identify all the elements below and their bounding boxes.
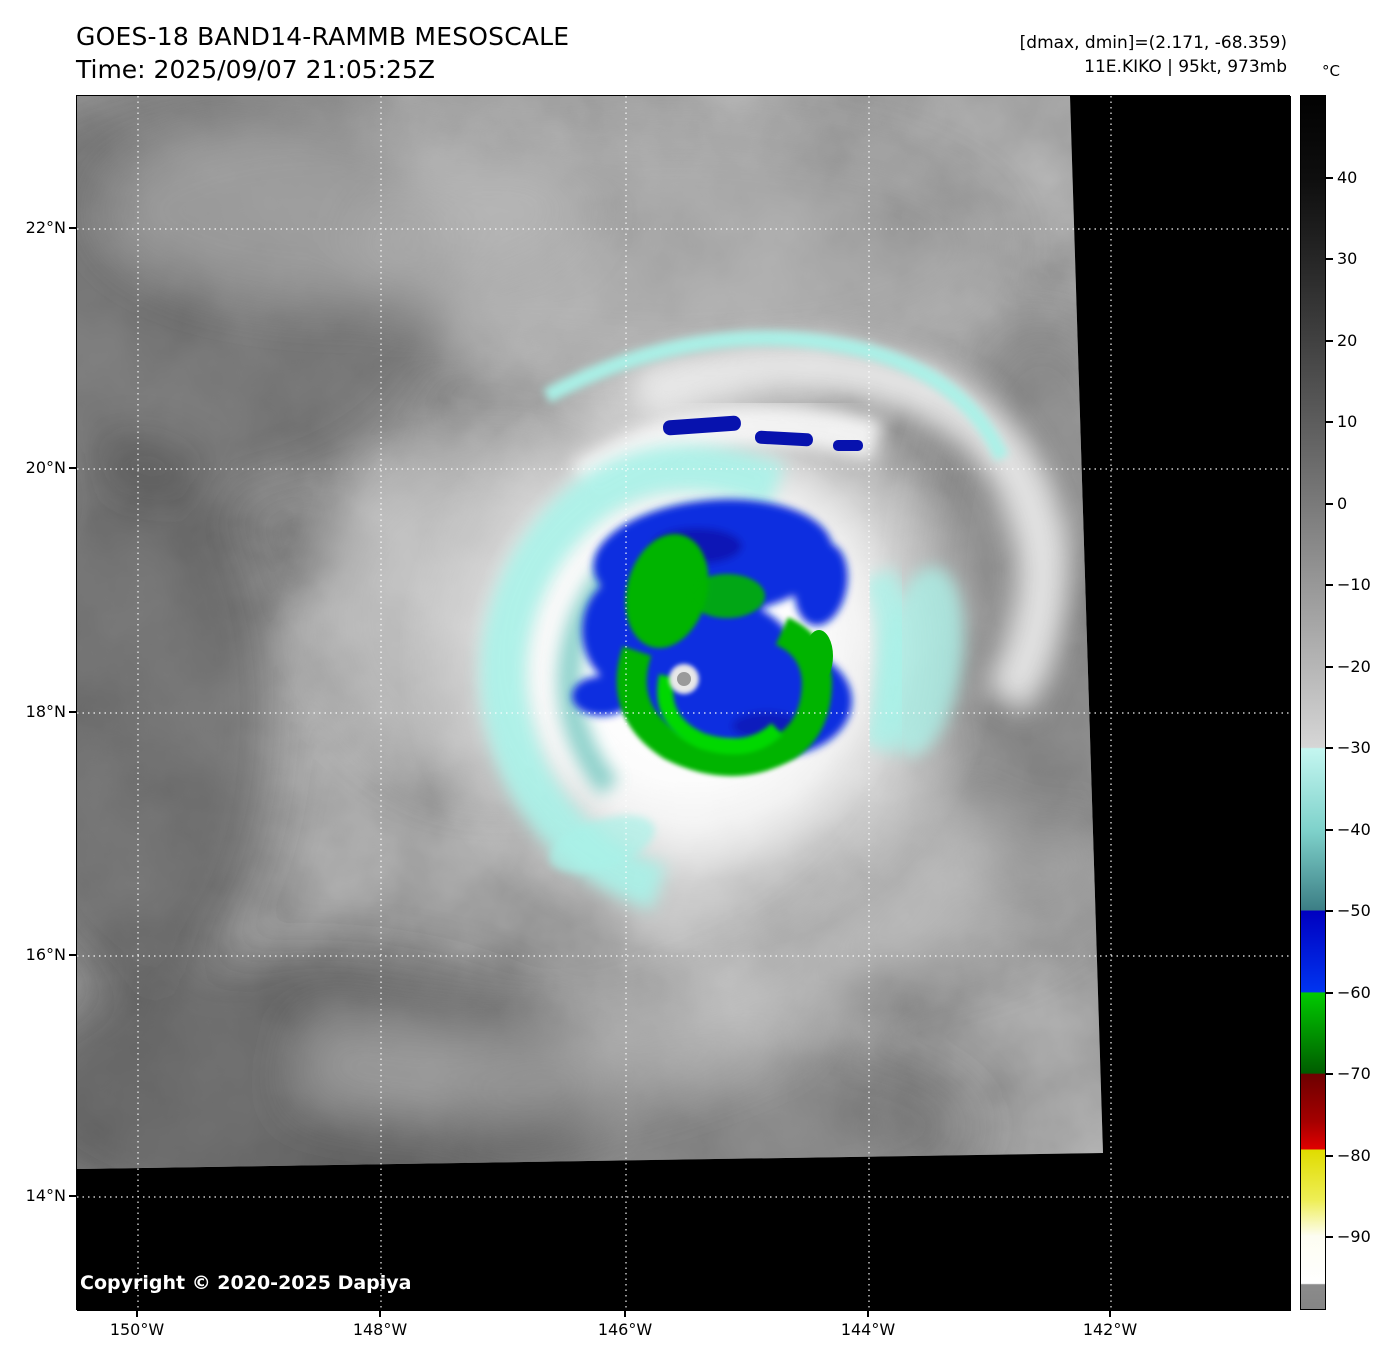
timestamp-label: Time: 2025/09/07 21:05:25Z [76,55,435,84]
colorbar-tick [1326,829,1333,831]
colorbar-tick-label: −80 [1337,1146,1371,1165]
colorbar-tick [1326,584,1333,586]
lon-label-146w: 146°W [597,1320,653,1339]
colorbar-tick-label: −70 [1337,1064,1371,1083]
copyright-label: Copyright © 2020-2025 Dapiya [80,1272,412,1294]
colorbar-tick [1326,340,1333,342]
colorbar-tick-label: −50 [1337,901,1371,920]
colorbar-tick-label: 20 [1337,331,1358,350]
lon-label-150w: 150°W [109,1320,165,1339]
colorbar-tick [1326,421,1333,423]
lat-label-14n: 14°N [25,1186,66,1205]
satellite-data-layer [77,96,1103,1169]
colorbar-tick-label: 0 [1337,494,1348,513]
colorbar-tick [1326,503,1333,505]
colorbar-tick-label: −30 [1337,738,1371,757]
lat-label-20n: 20°N [25,458,66,477]
colorbar-tick-label: −40 [1337,820,1371,839]
lat-tick [69,1195,76,1197]
lat-label-16n: 16°N [25,945,66,964]
storm-eye [669,664,699,694]
temperature-colorbar [1300,95,1326,1310]
colorbar-tick-label: −20 [1337,657,1371,676]
lon-label-142w: 142°W [1082,1320,1138,1339]
colorbar-tick-label: 30 [1337,249,1358,268]
colorbar-tick [1326,666,1333,668]
colorbar-tick [1326,258,1333,260]
colorbar-tick [1326,992,1333,994]
lon-tick [867,1310,869,1317]
storm-info-label: 11E.KIKO | 95kt, 973mb [1084,57,1287,77]
colorbar-tick-label: −90 [1337,1227,1371,1246]
colorbar-tick [1326,747,1333,749]
satellite-image [77,96,1291,1311]
lat-tick [69,227,76,229]
lon-label-144w: 144°W [840,1320,896,1339]
colorbar-unit-label: °C [1322,62,1340,80]
lon-tick [624,1310,626,1317]
lat-tick [69,467,76,469]
lon-tick [379,1310,381,1317]
cold-core-green [616,534,833,776]
lat-tick [69,711,76,713]
colorbar-tick [1326,1073,1333,1075]
dmax-dmin-readout: [dmax, dmin]=(2.171, -68.359) [1019,33,1287,53]
colorbar-tick-label: −10 [1337,575,1371,594]
cyan-cold-ring [480,330,1009,910]
lon-tick [136,1310,138,1317]
latlon-gridlines [77,96,1291,1311]
lon-tick [1109,1310,1111,1317]
cold-cloud-dashes [663,415,863,451]
colorbar-tick-label: −60 [1337,983,1371,1002]
lat-label-18n: 18°N [25,702,66,721]
colorbar-tick [1326,910,1333,912]
satellite-map [76,95,1291,1311]
colorbar-tick [1326,1236,1333,1238]
colorbar-tick [1326,1155,1333,1157]
colorbar-tick-label: 10 [1337,412,1358,431]
lon-label-148w: 148°W [352,1320,408,1339]
page-title: GOES-18 BAND14-RAMMB MESOSCALE [76,22,570,51]
background-cloud-shading [77,96,1103,1169]
lat-label-22n: 22°N [25,218,66,237]
colorbar-tick-label: 40 [1337,168,1358,187]
lat-tick [69,954,76,956]
colorbar-tick [1326,177,1333,179]
